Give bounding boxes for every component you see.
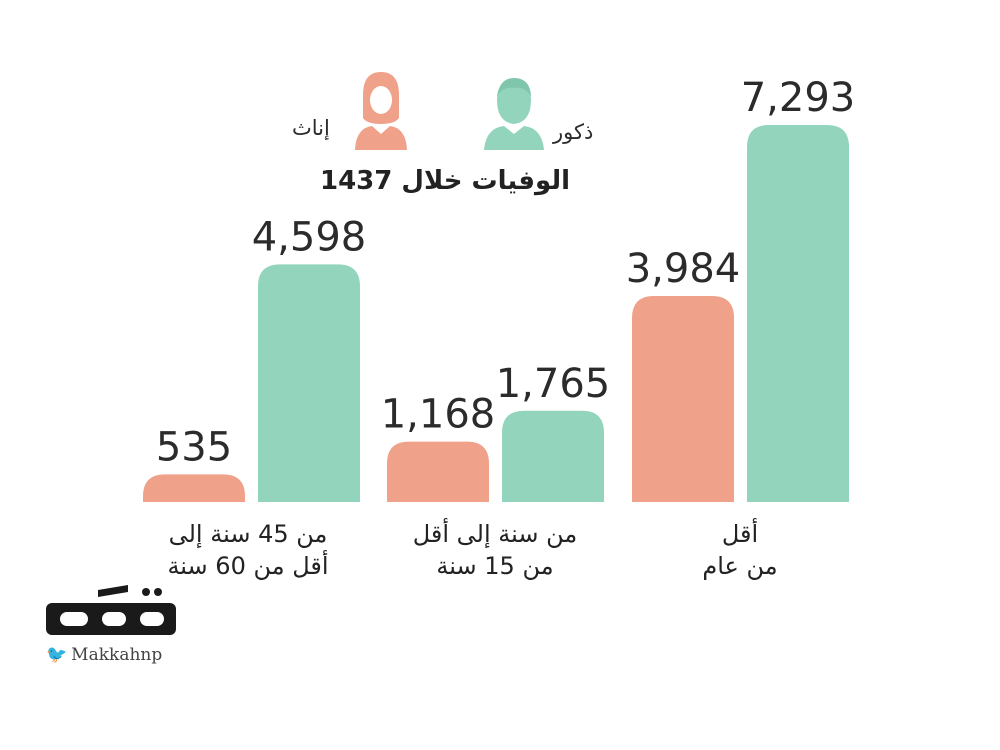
- bar-male-0: [258, 264, 360, 502]
- category-label-line: أقل: [721, 520, 759, 548]
- male-person-icon: [484, 78, 544, 150]
- value-label-female-1: 1,168: [381, 392, 496, 438]
- value-label-female-0: 535: [156, 424, 232, 470]
- value-label-male-0: 4,598: [252, 214, 367, 260]
- twitter-bird-icon: 🐦: [46, 645, 68, 665]
- chart-title: الوفيات خلال 1437: [319, 166, 571, 196]
- category-label-1-15: من سنة إلى أقل من 15 سنة: [375, 518, 615, 582]
- category-label-line: من 15 سنة: [436, 552, 554, 580]
- category-label-line: من 45 سنة إلى: [168, 520, 328, 548]
- category-label-under-1: أقل من عام: [620, 518, 860, 582]
- category-label-line: من عام: [702, 552, 778, 580]
- twitter-handle: 🐦 Makkahnp: [46, 645, 162, 665]
- category-label-line: أقل من 60 سنة: [167, 552, 329, 580]
- bar-female-1: [387, 441, 489, 502]
- value-label-male-2: 7,293: [741, 75, 856, 121]
- bar-male-1: [502, 410, 604, 502]
- category-label-45-60: من 45 سنة إلى أقل من 60 سنة: [128, 518, 368, 582]
- bar-female-0: [143, 474, 245, 502]
- female-person-icon: [355, 72, 407, 150]
- bars-layer: [143, 125, 849, 502]
- category-label-line: من سنة إلى أقل: [412, 520, 578, 548]
- legend-female-label: إناث: [292, 116, 330, 140]
- bar-male-2: [747, 125, 849, 502]
- legend-male-label: ذكور: [553, 120, 594, 144]
- makkah-logo: [46, 585, 176, 635]
- value-label-male-1: 1,765: [496, 361, 611, 407]
- bar-female-2: [632, 296, 734, 502]
- handle-text: Makkahnp: [71, 645, 163, 665]
- value-label-female-2: 3,984: [626, 246, 741, 292]
